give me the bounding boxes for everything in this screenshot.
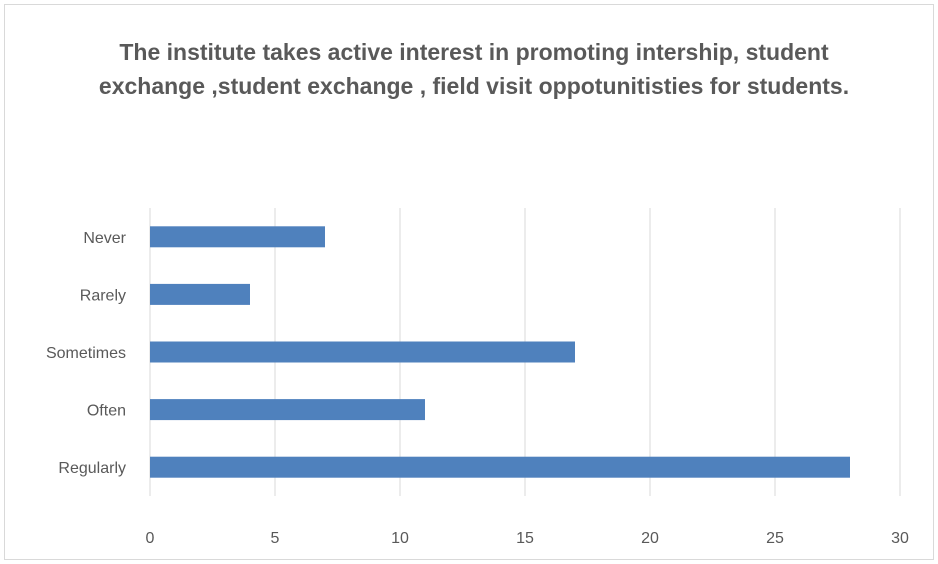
x-tick-label: 10	[391, 530, 409, 547]
category-label-never: Never	[83, 230, 126, 247]
bar-often	[150, 399, 425, 421]
x-tick-label: 20	[641, 530, 659, 547]
bar-regularly	[150, 456, 850, 478]
bar-rarely	[150, 283, 250, 305]
x-tick-label: 5	[271, 530, 280, 547]
bar-sometimes	[150, 341, 575, 363]
x-tick-label: 25	[766, 530, 784, 547]
category-label-sometimes: Sometimes	[46, 345, 126, 362]
x-tick-label: 15	[516, 530, 534, 547]
category-label-often: Often	[87, 403, 126, 420]
x-tick-label: 30	[891, 530, 909, 547]
category-label-rarely: Rarely	[80, 287, 126, 304]
bar-never	[150, 226, 325, 248]
x-tick-label: 0	[146, 530, 155, 547]
chart-title: The institute takes active interest in p…	[98, 39, 850, 99]
category-label-regularly: Regularly	[58, 460, 126, 477]
